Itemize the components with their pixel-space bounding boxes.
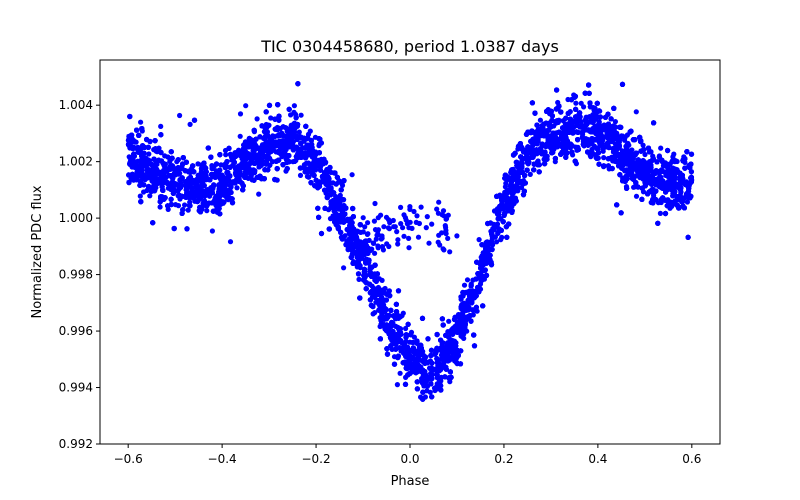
data-point: [237, 111, 244, 117]
data-point: [187, 121, 193, 127]
data-point: [537, 117, 544, 123]
data-point: [492, 208, 498, 214]
data-point: [640, 142, 646, 148]
data-point: [158, 123, 164, 129]
data-point: [182, 202, 188, 208]
data-point: [234, 185, 240, 191]
data-point: [254, 116, 260, 122]
data-point: [141, 189, 147, 195]
data-point: [341, 265, 347, 271]
data-point: [461, 282, 468, 288]
data-point: [494, 239, 500, 245]
data-point: [527, 171, 533, 177]
data-point: [688, 169, 695, 175]
data-point: [490, 226, 496, 232]
data-point: [204, 208, 210, 214]
data-point: [670, 154, 676, 160]
data-point: [446, 318, 452, 324]
data-point: [164, 179, 171, 186]
data-point: [297, 172, 304, 178]
data-point: [243, 103, 249, 109]
data-point: [397, 370, 403, 376]
data-point: [145, 184, 151, 190]
data-point: [403, 325, 409, 332]
data-point: [157, 204, 163, 210]
data-point: [650, 153, 656, 159]
data-point: [619, 148, 625, 154]
data-point: [581, 104, 587, 110]
chart-title: TIC 0304458680, period 1.0387 days: [260, 37, 559, 56]
data-point: [175, 203, 182, 209]
data-point: [394, 382, 400, 388]
data-point: [370, 311, 376, 317]
data-point: [464, 277, 471, 283]
data-point: [138, 119, 144, 125]
data-point: [349, 172, 355, 178]
data-point: [209, 228, 215, 234]
data-point: [499, 234, 505, 240]
data-point: [601, 155, 607, 161]
data-point: [147, 193, 153, 199]
data-point: [684, 199, 691, 205]
data-point: [642, 151, 648, 158]
data-point: [356, 276, 362, 282]
data-point: [573, 100, 579, 106]
data-point: [633, 109, 639, 115]
data-point: [476, 237, 482, 243]
data-point: [657, 210, 664, 216]
data-point: [291, 103, 297, 109]
data-point: [427, 389, 433, 395]
data-point: [256, 191, 262, 197]
data-point: [296, 129, 302, 135]
data-point: [291, 109, 297, 115]
data-point: [146, 151, 152, 157]
data-point: [137, 193, 143, 199]
data-point: [298, 112, 304, 118]
data-point: [400, 310, 406, 316]
data-point: [177, 112, 183, 119]
data-point: [185, 207, 191, 213]
data-point: [223, 152, 229, 158]
data-points: [125, 81, 695, 402]
data-point: [600, 148, 606, 154]
data-point: [612, 119, 619, 125]
data-point: [658, 145, 664, 151]
data-point: [633, 193, 640, 199]
data-point: [237, 133, 243, 139]
data-point: [227, 239, 234, 245]
data-point: [268, 115, 274, 121]
data-point: [316, 143, 322, 149]
data-point: [503, 180, 509, 186]
